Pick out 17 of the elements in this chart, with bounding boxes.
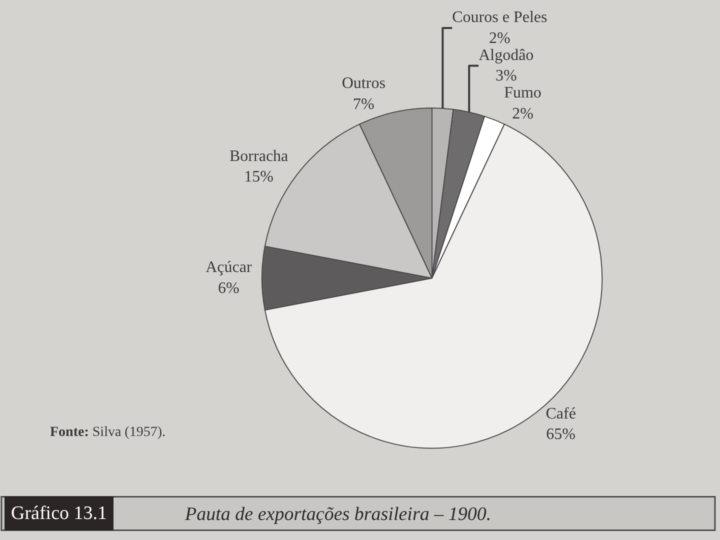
text: Pauta de exportações brasileira – 1900.	[184, 504, 492, 526]
data-label: 15%	[244, 168, 274, 186]
slice-label: Algodâo	[478, 46, 534, 64]
slice-label: Fumo	[504, 84, 542, 102]
slice-label: Borracha	[230, 148, 288, 165]
source-note: Fonte: Silva (1957).	[50, 425, 166, 440]
slice-label: Couros e Peles	[452, 9, 548, 26]
data-label: 6%	[218, 280, 240, 297]
data-label: 3%	[495, 68, 517, 85]
data-label: 65%	[546, 426, 576, 444]
data-label: 2%	[489, 30, 510, 47]
text: Gráfico 13.1	[11, 503, 108, 524]
slice-label: Outros	[342, 75, 386, 92]
slice-label: Açúcar	[206, 259, 252, 276]
data-label: 7%	[353, 96, 374, 113]
slice-label: Café	[546, 405, 576, 422]
data-label: 2%	[512, 106, 534, 123]
